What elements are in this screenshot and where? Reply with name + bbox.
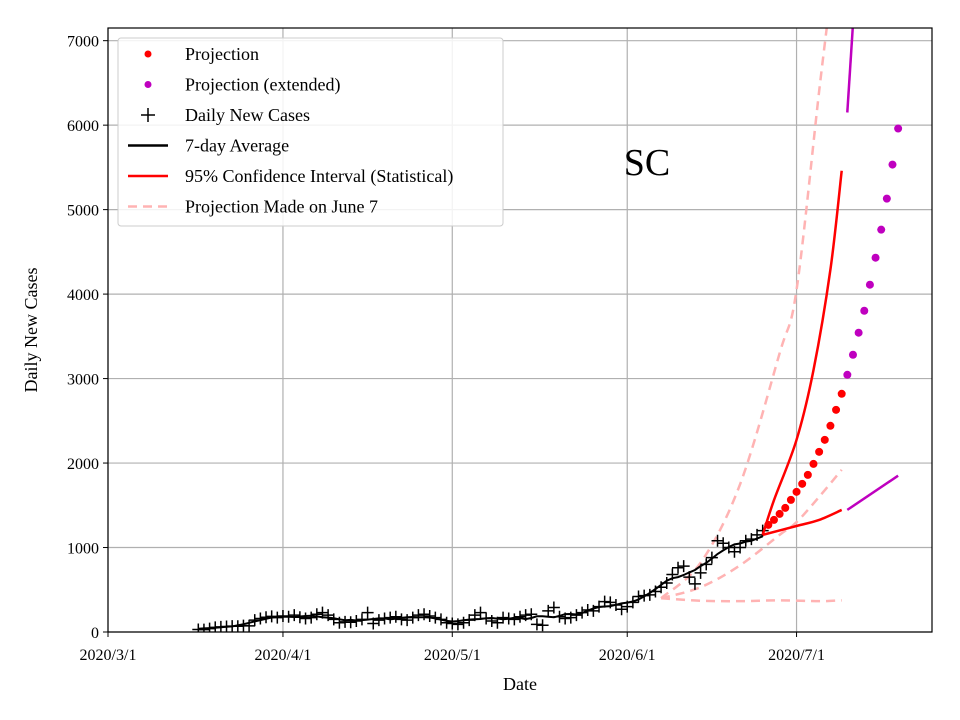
daily-case-marker: [497, 611, 510, 624]
projection-dot: [809, 459, 818, 468]
plot-frame: [107, 27, 933, 633]
projection-dot: [820, 435, 829, 444]
daily-case-marker: [299, 612, 312, 625]
projection-extended-dot: [860, 306, 869, 315]
projection-extended-dot: [843, 370, 852, 379]
legend-plus-icon: [141, 108, 155, 122]
legend-label: Daily New Cases: [185, 105, 310, 125]
projection-dot: [786, 495, 795, 504]
projection-dot: [775, 509, 784, 518]
projection-dot: [826, 421, 835, 430]
projection-dot: [803, 470, 812, 479]
daily-case-marker: [711, 534, 724, 547]
ci-lower-line: [762, 508, 843, 537]
daily-case-marker: [694, 566, 707, 579]
legend-label: 7-day Average: [185, 136, 289, 156]
legend-label: Projection: [185, 44, 259, 64]
daily-case-marker: [372, 614, 385, 627]
daily-case-marker: [344, 616, 357, 629]
daily-case-marker: [677, 560, 690, 573]
projection-extended-dot: [888, 160, 897, 169]
daily-case-marker: [412, 609, 425, 622]
daily-case-marker: [457, 616, 470, 629]
x-axis-label: Date: [503, 674, 537, 694]
projection-extended-dot: [877, 225, 886, 234]
june7-projection-line: [661, 596, 842, 603]
chart-title: SC: [624, 142, 670, 184]
series: [192, 28, 903, 632]
y-axis-label: Daily New Cases: [21, 268, 41, 393]
y-tick-label: 7000: [67, 34, 99, 51]
daily-case-marker: [536, 619, 549, 632]
projection-dot: [832, 405, 841, 414]
june7-projection-line: [660, 469, 843, 600]
daily-case-marker: [672, 561, 685, 574]
y-tick-label: 4000: [67, 287, 99, 304]
y-tick-label: 3000: [67, 372, 99, 389]
ci-upper-extended-line: [846, 28, 854, 113]
daily-case-marker: [542, 604, 555, 617]
legend-label: Projection Made on June 7: [185, 197, 378, 217]
projection-extended-dot: [882, 194, 891, 203]
daily-case-marker: [615, 603, 628, 616]
legend: Projection Projection (extended) Daily New…: [117, 37, 504, 227]
legend-dot-icon: [144, 50, 152, 58]
y-tick-label: 5000: [67, 203, 99, 220]
projection-dot: [764, 520, 773, 529]
daily-case-marker: [688, 577, 701, 590]
y-tick-label: 0: [91, 625, 99, 642]
projection-dot: [815, 447, 824, 456]
projection-extended-dot: [854, 328, 863, 337]
y-tick-label: 2000: [67, 456, 99, 473]
daily-case-marker: [305, 611, 318, 624]
daily-case-marker: [440, 616, 453, 629]
y-tick-label: 6000: [67, 118, 99, 135]
projection-extended-dot: [894, 124, 903, 133]
projection-dot: [781, 503, 790, 512]
x-tick-label: 2020/3/1: [80, 647, 137, 664]
daily-case-marker: [514, 610, 526, 623]
projection-dot: [837, 389, 846, 398]
y-tick-label: 1000: [67, 541, 99, 558]
june7-projection-line: [660, 28, 828, 600]
x-tick-label: 2020/6/1: [599, 647, 656, 664]
seven-day-average-line: [198, 535, 764, 630]
legend-label: 95% Confidence Interval (Statistical): [185, 166, 453, 187]
ci-lower-extended-line: [846, 474, 899, 511]
x-tick-label: 2020/5/1: [424, 647, 481, 664]
daily-case-marker: [401, 614, 414, 627]
x-tick-label: 2020/4/1: [255, 647, 312, 664]
legend-box: [117, 37, 504, 227]
daily-case-marker: [485, 615, 498, 628]
daily-case-marker: [361, 606, 374, 619]
legend-dot-icon: [144, 81, 152, 88]
projection-dot: [792, 487, 801, 496]
daily-case-marker: [384, 611, 397, 624]
daily-case-marker: [547, 601, 560, 614]
legend-label: Projection (extended): [185, 75, 340, 96]
projection-dot: [798, 479, 807, 488]
daily-case-marker: [423, 609, 436, 622]
projection-dot: [769, 515, 778, 524]
ticks: 2020/3/1 2020/4/1 2020/5/1 2020/6/1 2020/7/1…: [67, 34, 825, 664]
daily-case-marker: [389, 610, 402, 623]
projection-extended-dot: [848, 350, 857, 359]
daily-case-marker: [530, 618, 543, 631]
daily-case-marker: [474, 606, 487, 619]
daily-case-marker: [418, 608, 431, 621]
x-tick-label: 2020/7/1: [768, 647, 825, 664]
daily-case-marker: [446, 617, 459, 630]
ci-upper-line: [761, 170, 843, 536]
daily-case-marker: [310, 608, 323, 621]
daily-case-marker: [288, 609, 301, 622]
projection-extended-dot: [871, 253, 880, 262]
projection-extended-dot: [865, 280, 874, 289]
